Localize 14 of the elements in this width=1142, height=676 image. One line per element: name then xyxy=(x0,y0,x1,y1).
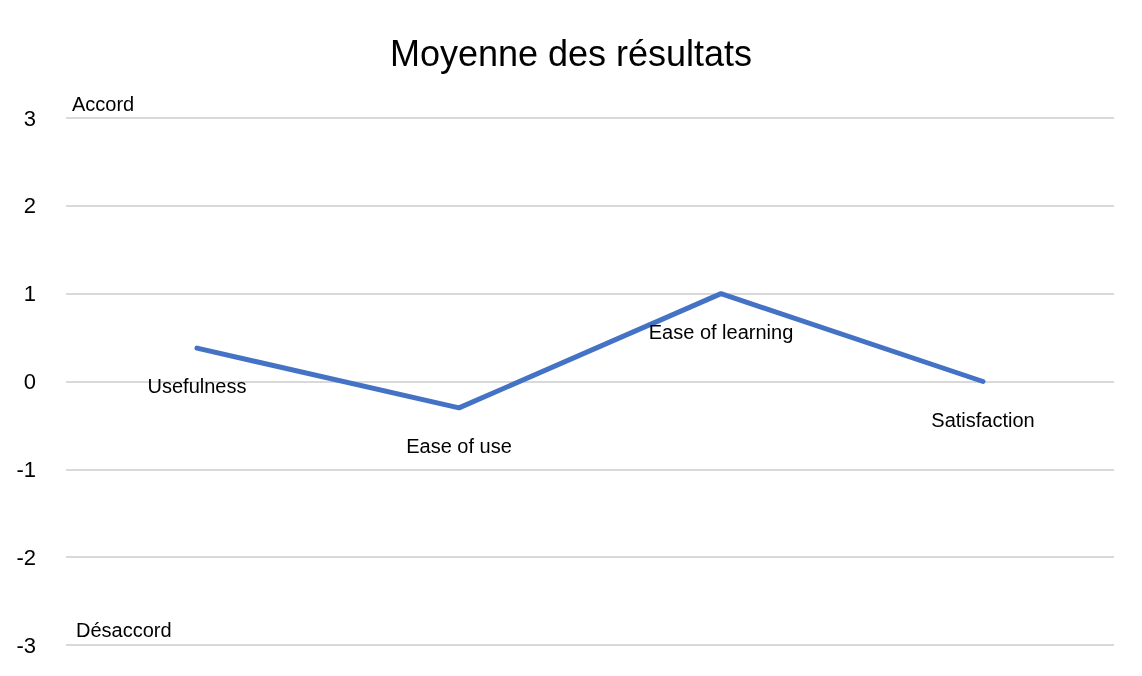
annotation: Désaccord xyxy=(76,619,172,641)
x-tick-label: Satisfaction xyxy=(931,408,1035,431)
text: Accord xyxy=(72,93,135,115)
y-tick-label: 3 xyxy=(23,105,36,131)
y-tick-label: -2 xyxy=(16,544,36,570)
y-tick-label: -3 xyxy=(16,632,36,658)
y-tick-label: 0 xyxy=(23,369,36,394)
y-tick-label: 1 xyxy=(23,281,36,307)
x-tick-label: Ease of learning xyxy=(648,320,794,343)
y-tick-label: 2 xyxy=(23,193,36,219)
chart-title: Moyenne des résultats xyxy=(389,32,753,74)
y-tick-label: -1 xyxy=(16,456,36,482)
x-tick-label: Usefulness xyxy=(147,375,247,398)
x-tick-label: Ease of use xyxy=(406,434,512,457)
